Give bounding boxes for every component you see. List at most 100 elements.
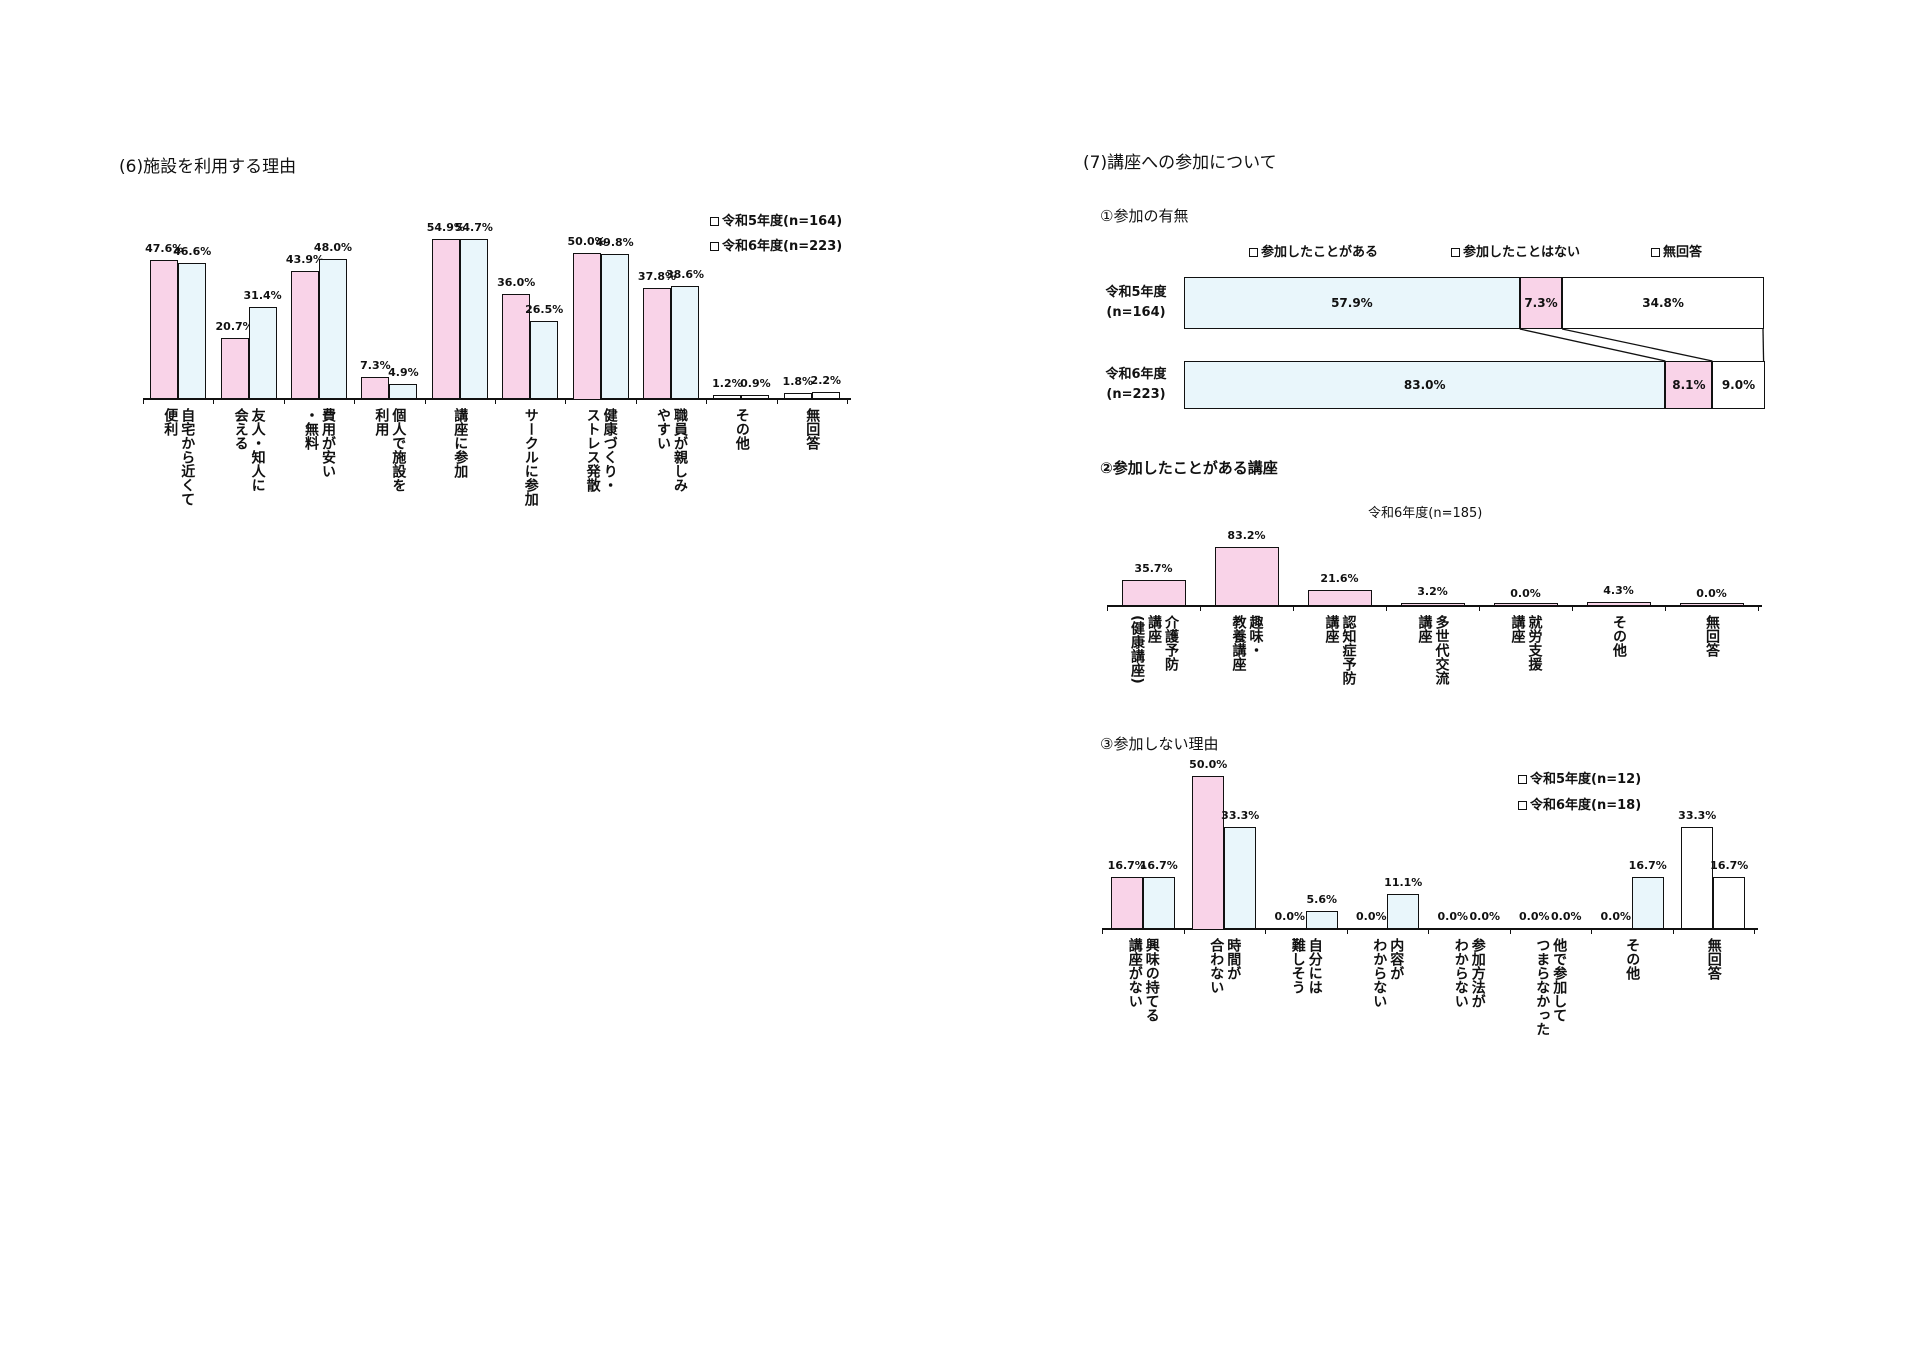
- x-axis-tick: [1183, 928, 1185, 934]
- x-axis-tick: [354, 398, 356, 404]
- chart-title: (6)施設を利用する理由: [119, 157, 297, 177]
- chart-subtitle: ①参加の有無: [1100, 207, 1189, 225]
- data-label: 5.6%: [1306, 892, 1338, 906]
- x-axis-tick: [1102, 928, 1103, 934]
- bar-r5: [431, 238, 460, 400]
- section-title: (7)講座への参加について: [1083, 153, 1277, 173]
- bar-r5: [1192, 776, 1225, 930]
- bar-r5: [1110, 877, 1143, 930]
- category-label: 時間が 合わない: [1208, 938, 1242, 994]
- category-label: 自宅から近くて 便利: [162, 408, 196, 506]
- bar-r5: [1121, 580, 1186, 607]
- bar-r5: [1214, 546, 1279, 607]
- bar-r5: [572, 253, 601, 400]
- data-label: 54.7%: [454, 221, 493, 235]
- data-label: 16.7%: [1139, 859, 1178, 873]
- data-label: 0.0%: [1696, 587, 1727, 600]
- data-label: 0.0%: [1510, 587, 1541, 600]
- bar-r6: [1713, 877, 1746, 930]
- legend-label: 令和5年度(n=12): [1530, 772, 1642, 787]
- x-axis-tick: [776, 398, 778, 404]
- stacked-segment: 83.0%: [1184, 361, 1666, 409]
- bar-r5: [220, 337, 249, 400]
- bar-r6: [671, 286, 699, 400]
- data-label: 0.9%: [740, 377, 771, 391]
- data-label: 26.5%: [525, 303, 564, 317]
- category-label: 無回答: [1705, 938, 1722, 980]
- bar-r6: [248, 306, 277, 400]
- legend-item: 参加したことはない: [1451, 241, 1580, 260]
- legend-swatch: [1651, 248, 1660, 257]
- legend-label: 令和6年度(n=18): [1530, 798, 1642, 813]
- bar-zero: [1679, 603, 1744, 606]
- data-label: 83.2%: [1227, 528, 1266, 542]
- x-axis-tick: [847, 398, 848, 404]
- x-axis-tick: [565, 398, 567, 404]
- legend-label: 参加したことはない: [1463, 245, 1581, 260]
- legend-item: 令和6年度(n=18): [1518, 794, 1641, 813]
- stacked-segment: 57.9%: [1184, 277, 1520, 329]
- x-axis-tick: [1665, 605, 1666, 611]
- legend-label: 無回答: [1663, 245, 1703, 260]
- legend-item: 無回答: [1651, 241, 1702, 260]
- x-axis-tick: [1386, 605, 1387, 611]
- category-label: 興味の持てる 講座がない: [1126, 938, 1160, 1022]
- category-label: 趣味・ 教養講座: [1230, 615, 1264, 671]
- bar-r5: [1681, 826, 1714, 930]
- bar-r5: [361, 376, 390, 400]
- data-label: 43.9%: [285, 252, 325, 266]
- data-label: 0.0%: [1274, 910, 1306, 923]
- data-label: 2.2%: [810, 373, 842, 387]
- legend-item: 令和6年度(n=223): [710, 235, 842, 254]
- data-label: 16.7%: [1710, 859, 1749, 873]
- row-label: 令和5年度 (n=164): [1105, 285, 1167, 320]
- data-label: 0.0%: [1550, 910, 1582, 923]
- x-axis-tick: [706, 398, 708, 404]
- x-axis-tick: [1479, 605, 1480, 611]
- bar-r5: [783, 392, 812, 400]
- category-label: 個人で施設を 利用: [373, 408, 407, 492]
- chart-title: ②参加したことがある講座: [1100, 459, 1278, 477]
- category-label: 自分には 難しそう: [1289, 938, 1323, 994]
- bar-r6: [319, 258, 347, 400]
- category-label: 介護予防 講座 (健康講座): [1129, 615, 1179, 684]
- data-label: 38.6%: [665, 268, 705, 282]
- legend-swatch: [1518, 801, 1527, 810]
- legend-label: 参加したことがある: [1261, 245, 1379, 260]
- legend-item: 参加したことがある: [1249, 241, 1378, 260]
- legend-swatch: [1249, 248, 1258, 257]
- bar-r5: [291, 270, 319, 400]
- x-axis-tick: [283, 398, 285, 404]
- x-axis-tick: [495, 398, 496, 404]
- stacked-segment: 7.3%: [1519, 277, 1563, 329]
- bar-zero: [1493, 603, 1558, 606]
- data-label: 50.0%: [1189, 758, 1228, 771]
- legend-item: 令和5年度(n=12): [1518, 768, 1641, 787]
- data-label: 7.3%: [360, 358, 391, 372]
- bar-r5: [502, 293, 531, 400]
- data-label: 37.8%: [637, 270, 677, 284]
- bar-r5: [1307, 589, 1372, 607]
- category-label: その他: [733, 408, 750, 450]
- bar-r6: [178, 262, 207, 400]
- x-axis: [1102, 928, 1758, 930]
- bar-r5: [150, 259, 179, 400]
- data-label: 0.0%: [1469, 910, 1501, 923]
- x-axis-tick: [1265, 928, 1266, 934]
- bar-r6: [1142, 877, 1175, 930]
- category-label: 職員が親しみ やすい: [655, 408, 688, 492]
- x-axis-tick: [1572, 605, 1573, 611]
- x-axis-tick: [424, 398, 426, 404]
- bar-r6: [811, 391, 840, 400]
- bar-r6: [1224, 826, 1257, 930]
- x-axis-tick: [1754, 928, 1755, 934]
- x-axis: [143, 398, 851, 400]
- x-axis-tick: [1107, 605, 1108, 611]
- connector-line: [1519, 328, 1666, 362]
- data-label: 48.0%: [313, 240, 353, 254]
- stacked-segment: 8.1%: [1665, 361, 1713, 409]
- legend-swatch: [710, 217, 719, 226]
- stacked-segment: 34.8%: [1562, 277, 1764, 329]
- data-label: 46.6%: [173, 244, 212, 258]
- x-axis-tick: [1591, 928, 1592, 934]
